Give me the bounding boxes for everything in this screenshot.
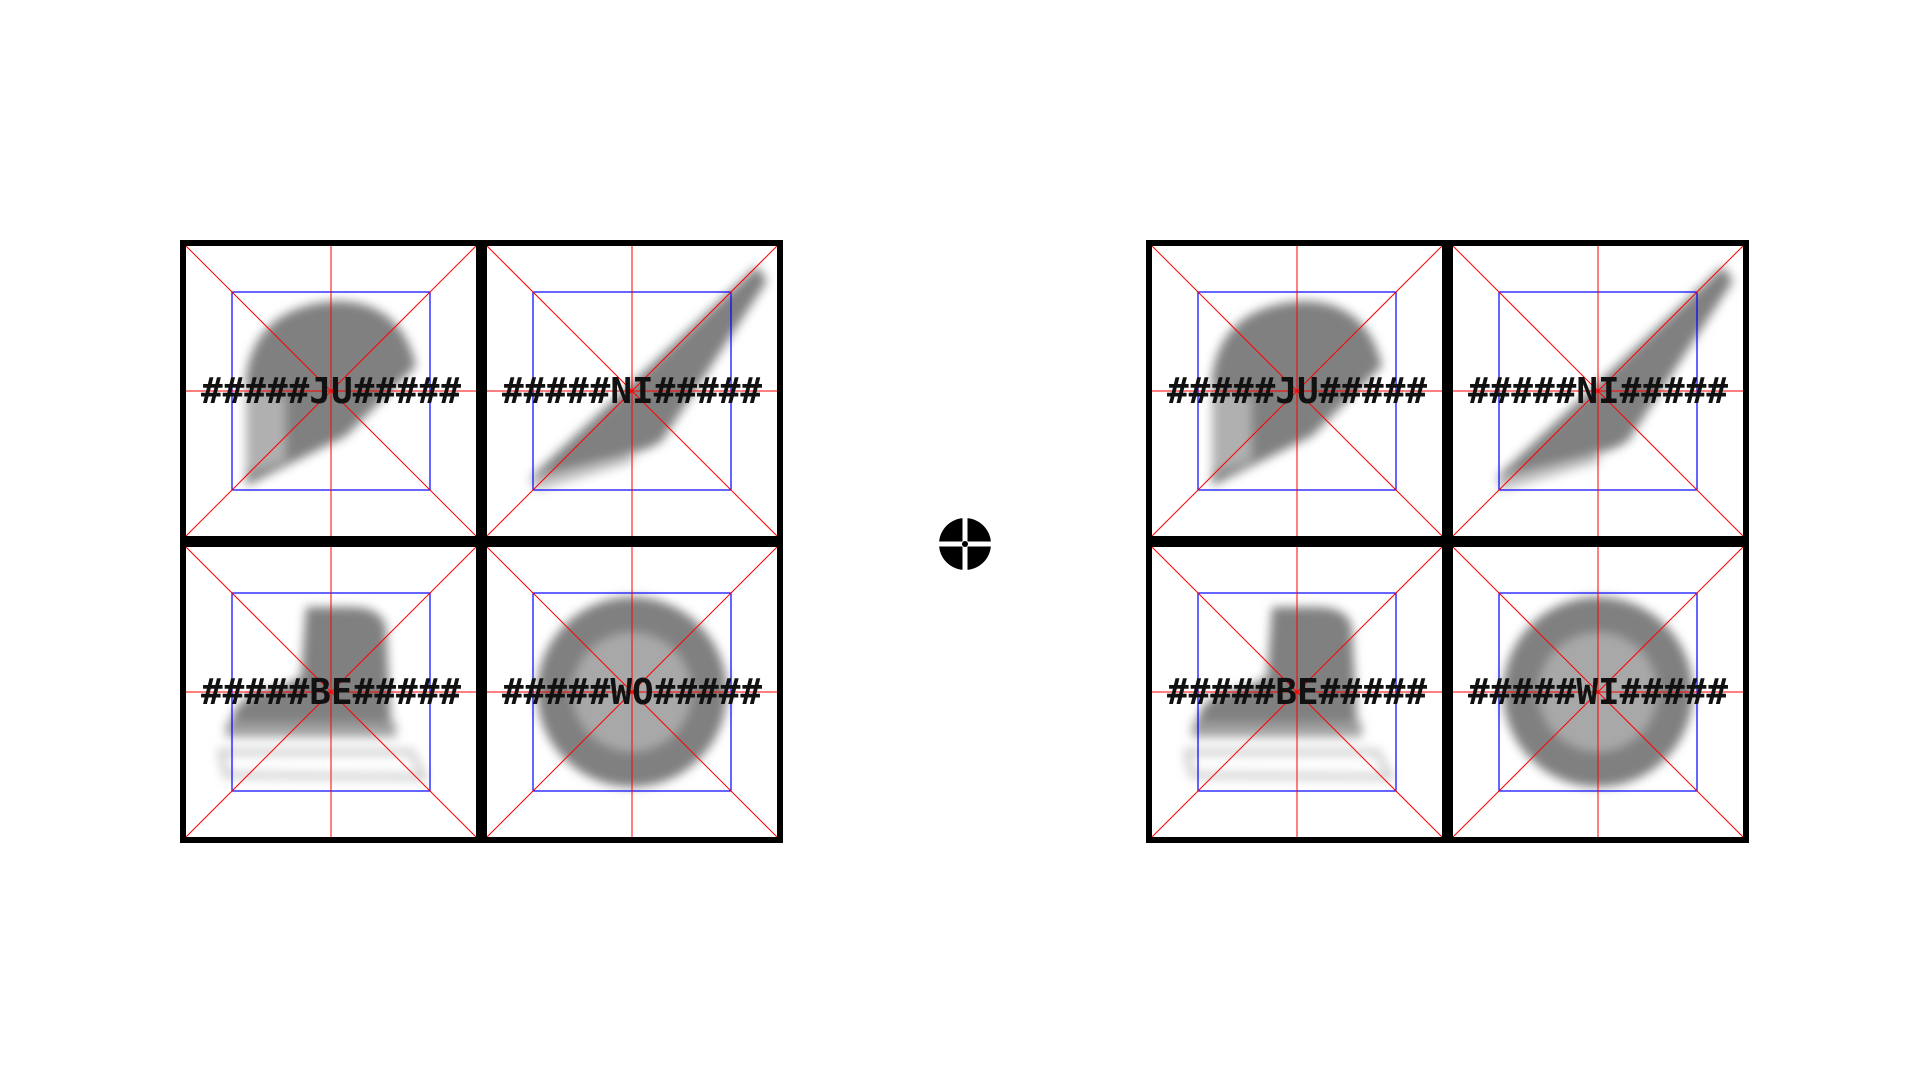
masked-word-label: #### #BE# ####: [1166, 671, 1428, 713]
left-cell-bottom-left[interactable]: #### #BE# ####: [186, 547, 476, 837]
masked-word-label: #### #WO# ####: [501, 671, 763, 713]
left-cell-top-right[interactable]: #### #NI# ####: [487, 246, 777, 536]
right-panel: #### #JU# #### #### #NI# ####: [1146, 240, 1749, 843]
masked-word-label: #### #JU# ####: [200, 370, 462, 412]
fixation-cross-icon: [939, 518, 991, 570]
masked-word-label: #### #WI# ####: [1467, 671, 1729, 713]
left-panel: #### #JU# #### #### #NI# ####: [180, 240, 783, 843]
right-cell-top-left[interactable]: #### #JU# ####: [1152, 246, 1442, 536]
masked-word-label: #### #BE# ####: [200, 671, 462, 713]
left-cell-top-left[interactable]: #### #JU# ####: [186, 246, 476, 536]
masked-word-label: #### #NI# ####: [1467, 370, 1729, 412]
masked-word-label: #### #NI# ####: [501, 370, 763, 412]
right-cell-bottom-right[interactable]: #### #WI# ####: [1453, 547, 1743, 837]
right-cell-bottom-left[interactable]: #### #BE# ####: [1152, 547, 1442, 837]
masked-word-label: #### #JU# ####: [1166, 370, 1428, 412]
right-cell-top-right[interactable]: #### #NI# ####: [1453, 246, 1743, 536]
left-cell-bottom-right[interactable]: #### #WO# ####: [487, 547, 777, 837]
